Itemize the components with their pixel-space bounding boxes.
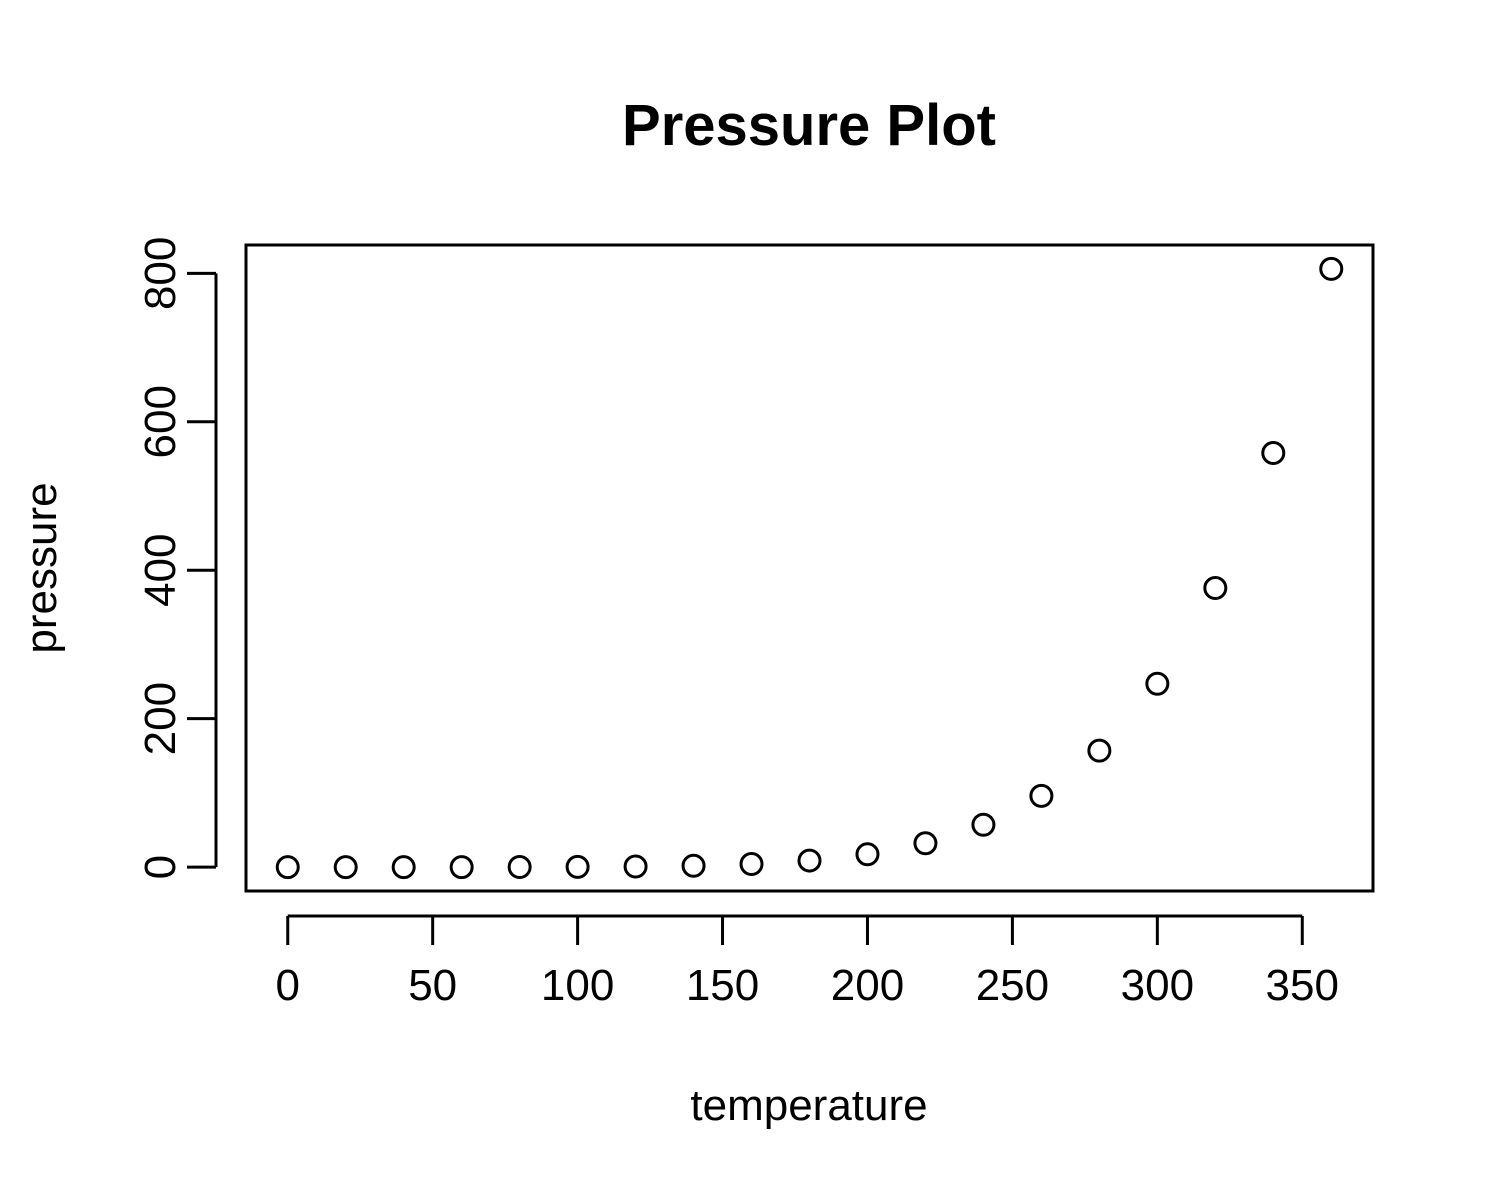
data-point [913,831,938,856]
data-point [333,855,358,880]
data-points [275,256,1344,880]
data-point [1087,738,1112,763]
data-point [1145,671,1170,696]
x-tick-label: 200 [831,961,904,1010]
data-point [681,853,706,878]
x-tick-label: 50 [408,961,457,1010]
x-tick-label: 300 [1121,961,1194,1010]
data-point [275,855,300,880]
x-axis-label: temperature [690,1081,927,1130]
data-point [507,855,532,880]
data-point [739,851,764,876]
x-tick-label: 250 [976,961,1049,1010]
data-point [1203,576,1228,601]
data-point [1261,440,1286,465]
x-tick-label: 0 [275,961,299,1010]
plot-area-frame [244,243,1375,893]
x-axis: 0 50 100 150 200 250 300 350 [275,914,1339,1010]
data-point [797,848,822,873]
data-point [565,854,590,879]
x-tick-label: 150 [686,961,759,1010]
y-tick-label: 600 [136,385,185,458]
x-tick-label: 100 [541,961,614,1010]
x-tick-label: 350 [1266,961,1339,1010]
y-tick-label: 200 [136,682,185,755]
data-point [449,855,474,880]
y-tick-label: 800 [136,237,185,310]
data-point [1029,783,1054,808]
y-tick-label: 400 [136,534,185,607]
data-point [1319,256,1344,281]
y-tick-label: 0 [136,855,185,879]
chart-title: Pressure Plot [622,93,996,158]
data-point [971,812,996,837]
y-axis: 0 200 400 600 800 [136,237,218,879]
y-axis-label: pressure [17,482,66,653]
data-point [623,854,648,879]
data-point [391,855,416,880]
data-point [855,842,880,867]
